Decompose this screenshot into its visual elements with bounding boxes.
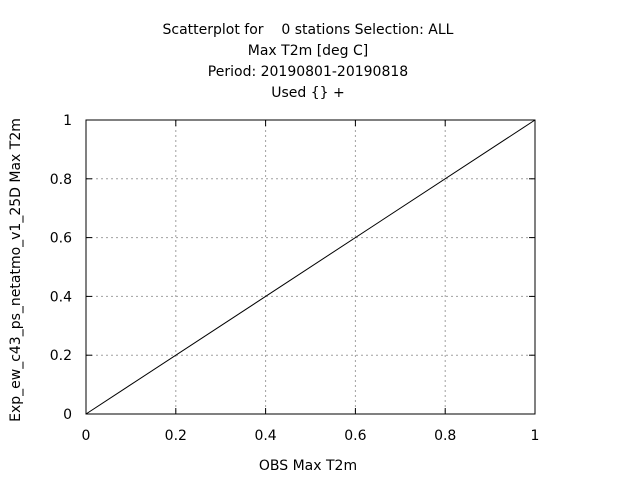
x-tick-label: 0.4 xyxy=(254,428,276,444)
one-to-one-reference-line xyxy=(85,119,536,415)
chart-title-line: Scatterplot for 0 stations Selection: AL… xyxy=(163,22,454,38)
x-tick-label: 0 xyxy=(82,428,91,444)
y-tick-label: 0.6 xyxy=(50,231,72,247)
y-tick-label: 0 xyxy=(63,407,72,423)
x-tick-label: 0.2 xyxy=(165,428,187,444)
grid-lines xyxy=(86,120,535,414)
chart-title: Scatterplot for 0 stations Selection: AL… xyxy=(163,22,454,101)
chart-title-line: Max T2m [deg C] xyxy=(248,43,368,59)
x-tick-label: 0.8 xyxy=(434,428,456,444)
y-tick-label: 0.4 xyxy=(50,289,72,305)
x-tick-label: 0.6 xyxy=(344,428,366,444)
plot-frame xyxy=(85,119,536,415)
chart-title-line: Period: 20190801-20190818 xyxy=(208,64,408,80)
x-axis-label: OBS Max T2m xyxy=(259,458,357,474)
y-tick-label: 0.2 xyxy=(50,348,72,364)
x-tick-label: 1 xyxy=(531,428,540,444)
axis-ticks: 0 0.2 0.4 0.6 0.8 1 0 0.2 0.4 0.6 0.8 1 xyxy=(50,113,540,444)
chart-title-line: Used {} + xyxy=(271,85,345,101)
y-tick-label: 1 xyxy=(63,113,72,129)
y-tick-label: 0.8 xyxy=(50,172,72,188)
y-axis-label: Exp_ew_c43_ps_netatmo_v1_25D Max T2m xyxy=(8,118,24,422)
